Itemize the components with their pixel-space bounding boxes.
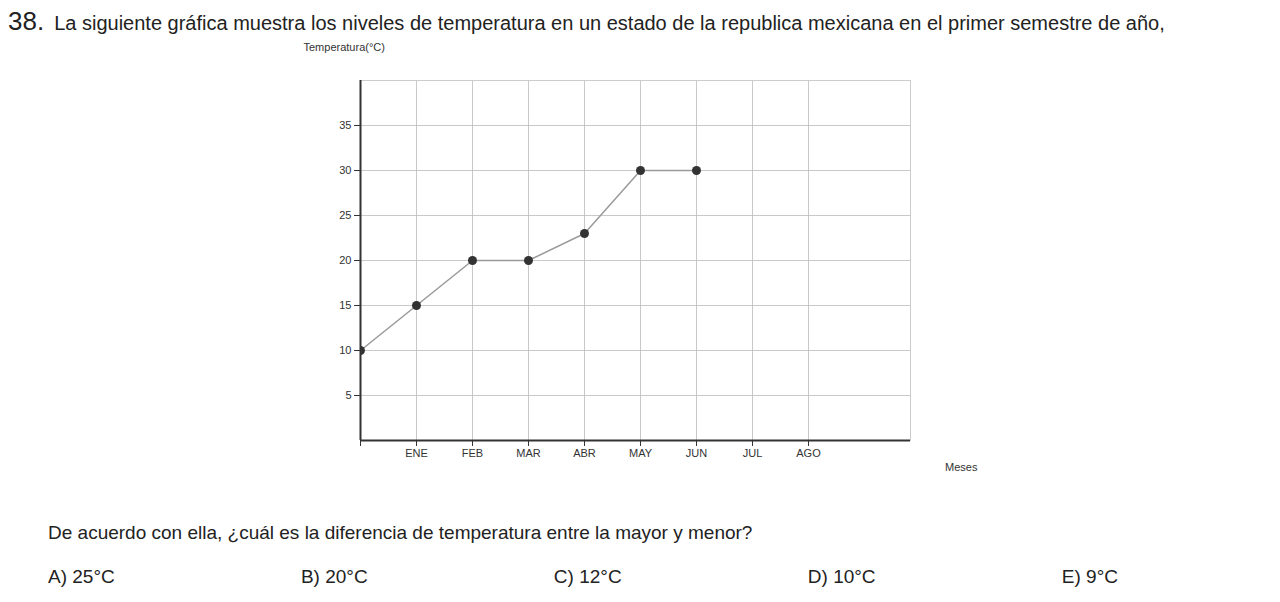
svg-text:MAY: MAY bbox=[629, 447, 653, 459]
html-text:38. La siguiente gráfica muest: 38. La siguiente gráfica muestra los niv… bbox=[8, 6, 1165, 36]
html-text:B) 20°C: B) 20°C bbox=[300, 566, 368, 587]
html-text:C) 12°C: C) 12°C bbox=[553, 566, 622, 587]
svg-text:ABR: ABR bbox=[573, 447, 596, 459]
svg-text:MAR: MAR bbox=[516, 447, 541, 459]
html-text:E) 9°C: E) 9°C bbox=[1061, 566, 1118, 587]
svg-text:10: 10 bbox=[339, 344, 351, 356]
svg-text:30: 30 bbox=[339, 164, 351, 176]
svg-text:Meses: Meses bbox=[945, 461, 978, 473]
svg-text:AGO: AGO bbox=[796, 447, 821, 459]
svg-text:Temperatura(°C): Temperatura(°C) bbox=[304, 41, 385, 53]
html-text:De acuerdo con ella, ¿cuál es: De acuerdo con ella, ¿cuál es la diferen… bbox=[48, 522, 753, 543]
html-text:A) 25°C: A) 25°C bbox=[48, 566, 115, 587]
svg-text:25: 25 bbox=[339, 209, 351, 221]
svg-text:JUN: JUN bbox=[686, 447, 707, 459]
svg-text:20: 20 bbox=[339, 254, 351, 266]
svg-text:ENE: ENE bbox=[405, 447, 428, 459]
html-text:D) 10°C: D) 10°C bbox=[807, 566, 876, 587]
svg-text:FEB: FEB bbox=[462, 447, 483, 459]
svg-text:15: 15 bbox=[339, 299, 351, 311]
svg-text:JUL: JUL bbox=[743, 447, 763, 459]
svg-text:35: 35 bbox=[339, 119, 351, 131]
svg-text:5: 5 bbox=[345, 389, 351, 401]
